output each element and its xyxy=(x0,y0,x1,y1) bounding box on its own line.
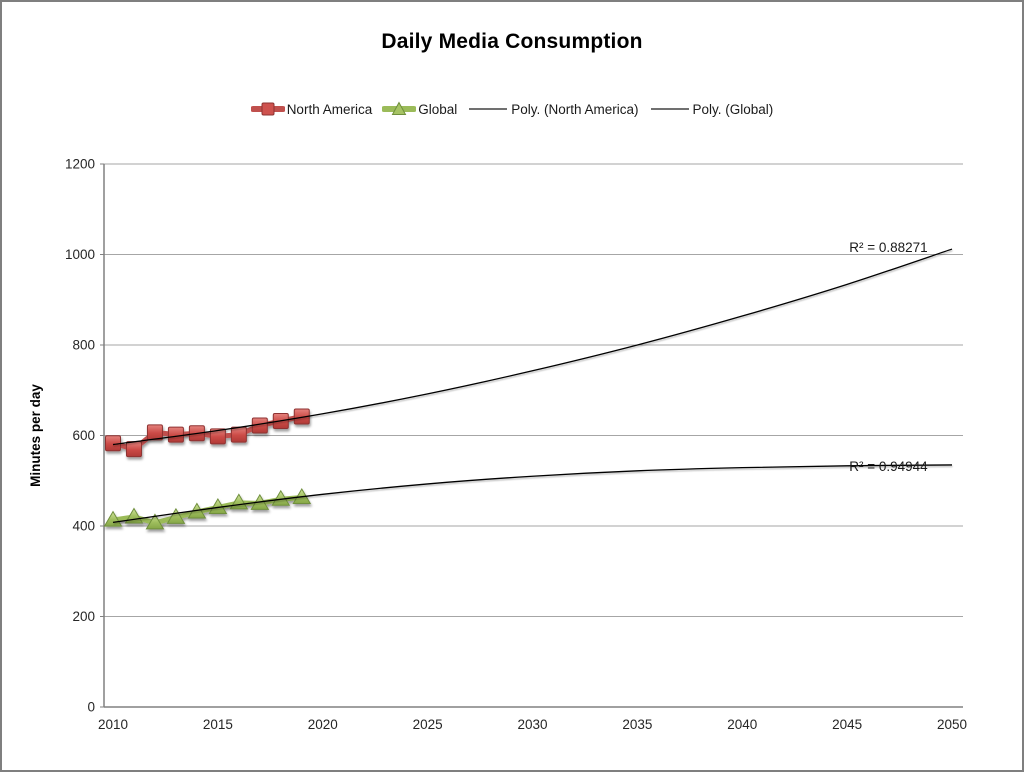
legend-label-global: Global xyxy=(418,101,458,117)
y-axis-title: Minutes per day xyxy=(28,384,43,487)
north-america-series-icon xyxy=(250,102,285,116)
global-data-point xyxy=(271,489,291,506)
poly-global-line-icon xyxy=(650,108,689,110)
axis-labels: 0 200 400 600 800 1000 1200 2010 2015 2020 2025 203… xyxy=(28,157,967,733)
y-tick-label: 1200 xyxy=(65,157,95,172)
y-tick-label: 600 xyxy=(72,428,95,443)
global-data-point xyxy=(166,507,186,524)
axes xyxy=(100,163,963,708)
y-tick-label: 0 xyxy=(87,700,95,715)
x-tick-label: 2040 xyxy=(727,717,757,732)
north-america-data-point xyxy=(105,435,121,452)
north-america-data-point xyxy=(146,424,163,441)
y-tick-label: 400 xyxy=(72,519,95,534)
data-series xyxy=(103,408,312,530)
global-series-line xyxy=(110,494,305,526)
north-america-data-point xyxy=(125,441,142,458)
y-tick-label: 200 xyxy=(72,609,95,624)
global-data-point xyxy=(208,497,228,514)
poly-north-america-trendline xyxy=(112,248,953,446)
x-tick-label: 2025 xyxy=(413,717,443,732)
gridlines xyxy=(104,163,963,617)
legend-item-global: Global xyxy=(382,101,457,117)
x-tick-label: 2020 xyxy=(308,717,338,732)
y-tick-label: 800 xyxy=(72,338,95,353)
annotations: R² = 0.88271 R² = 0.94944 xyxy=(849,240,928,474)
global-data-point xyxy=(103,510,123,527)
legend-label-poly-north-america: Poly. (North America) xyxy=(511,101,639,117)
x-tick-label: 2015 xyxy=(203,717,233,732)
r-squared-global: R² = 0.94944 xyxy=(849,459,928,474)
global-series-icon xyxy=(382,101,417,115)
legend-item-north-america: North America xyxy=(250,101,373,117)
legend-item-poly-north-america: Poly. (North America) xyxy=(467,101,639,117)
x-tick-label: 2010 xyxy=(98,717,128,732)
x-tick-label: 2050 xyxy=(937,717,967,732)
legend-item-poly-global: Poly. (Global) xyxy=(649,101,774,117)
poly-global-trendline xyxy=(112,464,953,524)
legend: North America Global Poly. (North Americ… xyxy=(0,101,1024,117)
trendlines xyxy=(112,248,953,524)
global-data-point xyxy=(145,513,165,530)
legend-label-poly-global: Poly. (Global) xyxy=(692,101,774,117)
x-tick-label: 2030 xyxy=(517,717,547,732)
north-america-data-point xyxy=(167,426,184,443)
r-squared-north-america: R² = 0.88271 xyxy=(849,240,927,255)
poly-north-america-line-icon xyxy=(469,108,508,110)
chart-title: Daily Media Consumption xyxy=(381,30,643,53)
north-america-data-point xyxy=(230,426,247,443)
x-tick-label: 2045 xyxy=(832,717,862,732)
legend-label-north-america: North America xyxy=(286,101,373,117)
north-america-data-point xyxy=(209,428,226,445)
x-tick-label: 2035 xyxy=(622,717,652,732)
y-tick-label: 1000 xyxy=(65,247,95,262)
